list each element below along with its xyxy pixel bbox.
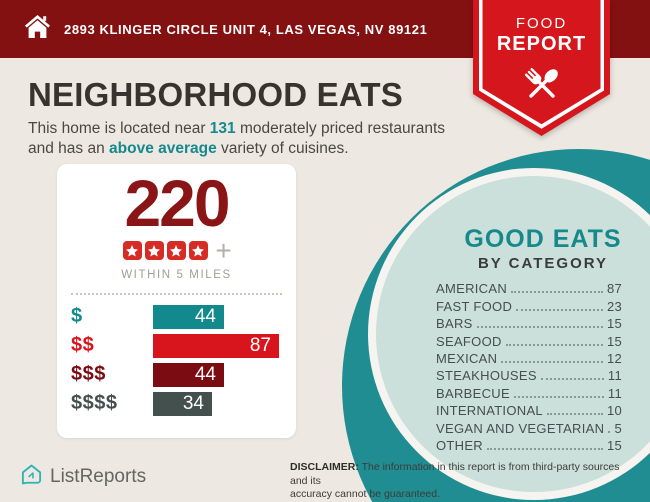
page-title: NEIGHBORHOOD EATS (28, 76, 403, 113)
category-row: INTERNATIONAL 10 (436, 403, 622, 419)
good-eats-header: GOOD EATS BY CATEGORY (443, 225, 643, 272)
brand-name: ListReports (50, 466, 147, 487)
category-row: SEAFOOD 15 (436, 333, 622, 349)
variety-highlight: above average (109, 140, 217, 158)
star-rating: + (57, 234, 296, 266)
star-icon (166, 241, 186, 261)
tier-bar: 44 (153, 304, 224, 329)
tier-label: $ (71, 305, 83, 328)
tier-bar: 44 (153, 362, 224, 387)
intro-text: This home is located near 131 moderately… (28, 120, 446, 158)
radius-label: WITHIN 5 MILES (121, 268, 232, 281)
price-tier-row: $$$ 44 (71, 362, 282, 387)
good-eats-title: GOOD EATS (464, 225, 622, 253)
good-eats-circle-fill (376, 176, 650, 492)
tier-label: $$$ (71, 363, 106, 386)
category-list: AMERICAN 87 FAST FOOD 23 BARS 15 SEAFOOD 15 … (436, 280, 622, 454)
good-eats-subtitle: BY CATEGORY (477, 255, 609, 272)
category-row: BARS 15 (436, 316, 622, 332)
disclaimer-text: DISCLAIMER: The information in this repo… (290, 461, 620, 501)
price-tier-row: $ 44 (71, 304, 282, 329)
plus-sign: + (215, 234, 232, 266)
tier-label: $$$$ (71, 392, 118, 415)
property-address: 2893 KLINGER CIRCLE UNIT 4, LAS VEGAS, N… (64, 21, 428, 37)
price-tier-row: $$ 87 (71, 333, 282, 358)
category-row: STEAKHOUSES 11 (436, 368, 622, 384)
listreports-logo: ListReports (20, 463, 146, 491)
category-row: BARBECUE 11 (436, 385, 622, 401)
restaurant-count: 131 (209, 120, 236, 137)
food-report-badge: FOOD REPORT (473, 0, 610, 138)
crossed-spoon-fork-icon (519, 62, 565, 108)
dotted-divider (71, 292, 282, 295)
category-row: AMERICAN 87 (436, 281, 622, 297)
price-tier-row: $$$$ 34 (71, 391, 282, 416)
star-icon (144, 241, 164, 261)
intro-section: NEIGHBORHOOD EATS This home is located n… (28, 78, 463, 160)
price-tier-bar-chart: $ 44 $$ 87 $$$ 44 $$$$ 34 (71, 304, 282, 416)
home-icon (24, 14, 51, 44)
star-icon (188, 241, 208, 261)
category-row: FAST FOOD 23 (436, 298, 622, 314)
category-row: OTHER 15 (436, 437, 622, 453)
star-icon (122, 241, 142, 261)
restaurant-summary-card: 220 + WITHIN 5 MILES $ 44 $$ 87 $$$ 44 (57, 164, 296, 438)
restaurant-total: 220 (124, 166, 230, 240)
badge-title: FOOD REPORT (496, 15, 587, 55)
category-row: VEGAN AND VEGETARIAN 5 (436, 420, 622, 436)
disclaimer-label: DISCLAIMER: (290, 461, 359, 473)
tier-label: $$ (71, 334, 95, 357)
tier-bar: 87 (153, 333, 279, 358)
tier-bar: 34 (153, 391, 212, 416)
category-row: MEXICAN 12 (436, 350, 622, 366)
listreports-icon (20, 463, 43, 491)
